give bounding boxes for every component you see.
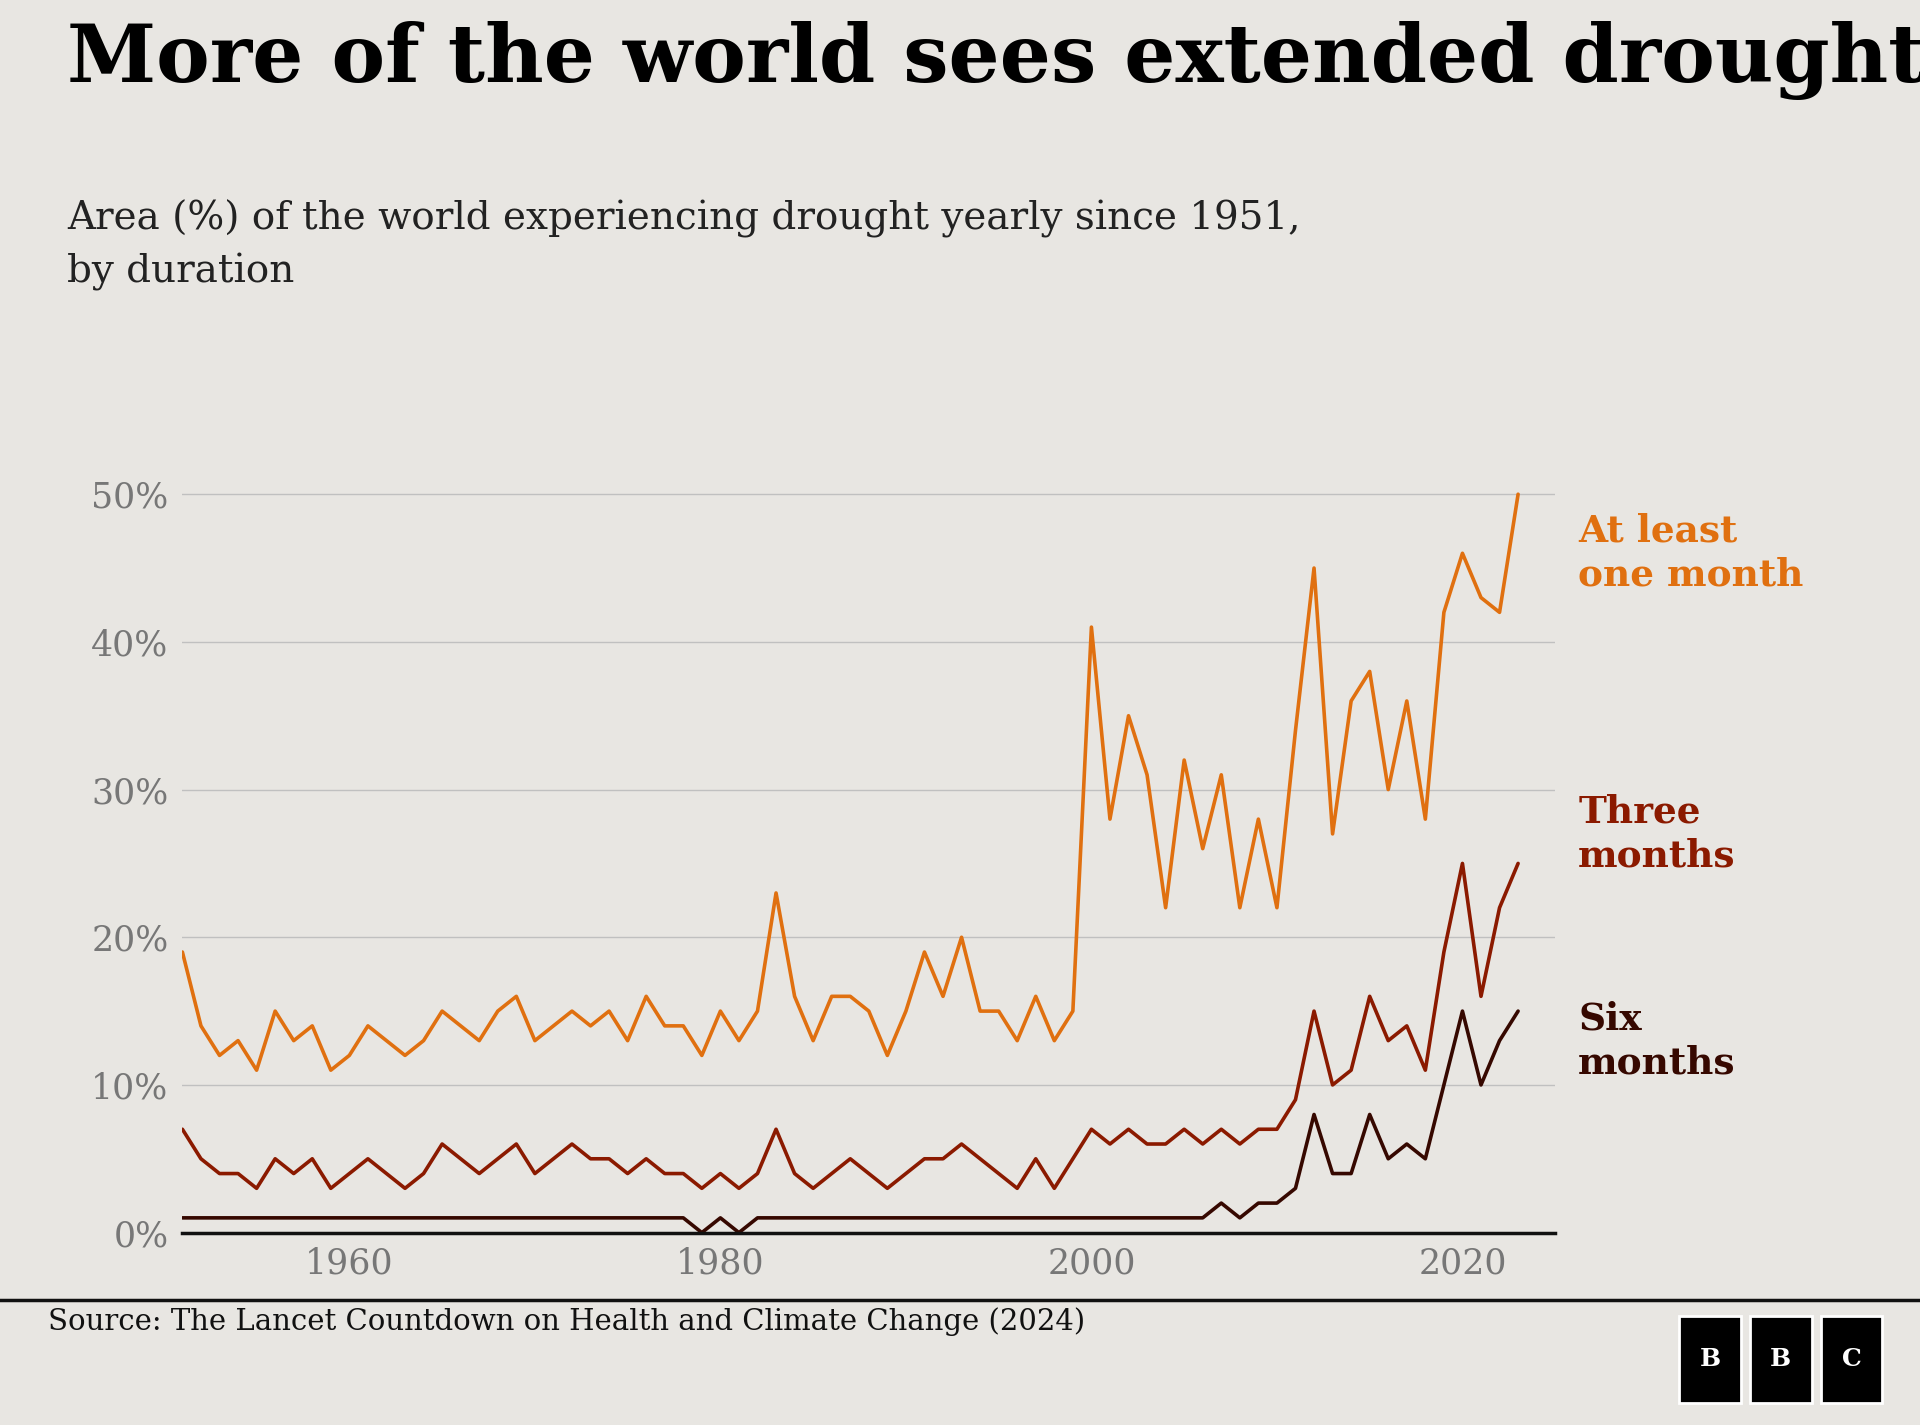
Text: B: B: [1770, 1348, 1791, 1371]
Text: Area (%) of the world experiencing drought yearly since 1951,
by duration: Area (%) of the world experiencing droug…: [67, 200, 1300, 291]
Bar: [1680, 1317, 1741, 1402]
Text: C: C: [1841, 1348, 1860, 1371]
Text: Six
months: Six months: [1578, 1000, 1736, 1082]
Text: B: B: [1699, 1348, 1720, 1371]
Text: At least
one month: At least one month: [1578, 513, 1803, 594]
Bar: [1749, 1317, 1812, 1402]
Text: Three
months: Three months: [1578, 794, 1736, 875]
Text: Source: The Lancet Countdown on Health and Climate Change (2024): Source: The Lancet Countdown on Health a…: [48, 1307, 1085, 1335]
Bar: [1820, 1317, 1882, 1402]
Text: More of the world sees extended drought: More of the world sees extended drought: [67, 21, 1920, 100]
